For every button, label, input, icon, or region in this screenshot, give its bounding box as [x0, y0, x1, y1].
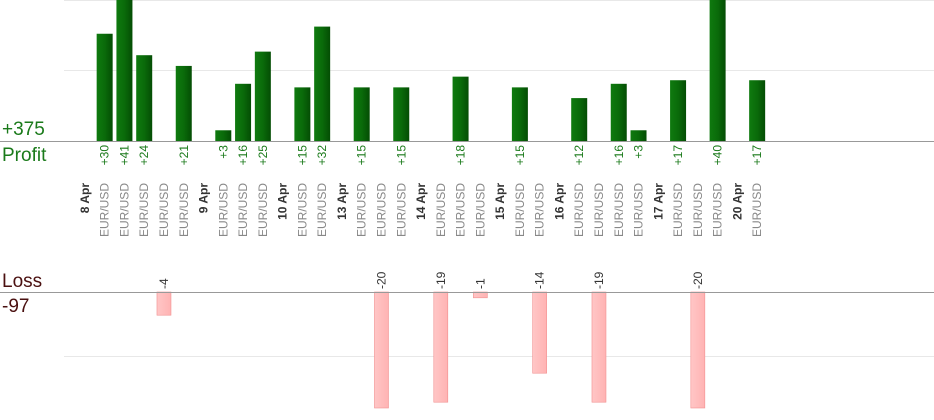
loss-value-label: -14	[533, 271, 547, 289]
profit-value-label: +16	[612, 145, 626, 166]
pair-label: EUR/USD	[513, 183, 527, 237]
profit-bar	[670, 80, 687, 141]
loss-value-label: -20	[374, 271, 388, 289]
profit-value-label: +15	[513, 145, 527, 166]
profit-bar	[709, 0, 726, 141]
date-label: 15 Apr	[493, 183, 507, 220]
pair-label: EUR/USD	[592, 183, 606, 237]
profit-value-label: +18	[454, 145, 468, 166]
profit-value-label: +17	[750, 145, 764, 166]
profit-value-label: +17	[671, 145, 685, 166]
pair-label: EUR/USD	[711, 183, 725, 237]
date-label: 17 Apr	[651, 183, 665, 220]
loss-value-label: -1	[473, 278, 487, 289]
pair-label: EUR/USD	[394, 183, 408, 237]
profit-bar	[610, 83, 627, 141]
profit-value-label: +25	[256, 145, 270, 166]
date-label: 16 Apr	[552, 183, 566, 220]
pair-label: EUR/USD	[374, 183, 388, 237]
profit-bar	[630, 130, 647, 141]
pair-label: EUR/USD	[98, 183, 112, 237]
profit-value-label: +21	[177, 145, 191, 166]
pair-label: EUR/USD	[572, 183, 586, 237]
loss-bar	[156, 291, 172, 316]
profit-value-label: +12	[572, 145, 586, 166]
profit-bar	[235, 83, 252, 141]
profit-value-label: +15	[295, 145, 309, 166]
profit-bar	[116, 0, 133, 141]
pair-label: EUR/USD	[612, 183, 626, 237]
date-label: 8 Apr	[78, 183, 92, 214]
date-label: 14 Apr	[414, 183, 428, 220]
pair-label: EUR/USD	[473, 183, 487, 237]
pair-label: EUR/USD	[671, 183, 685, 237]
pair-label: EUR/USD	[216, 183, 230, 237]
pair-label: EUR/USD	[256, 183, 270, 237]
loss-value-label: -20	[691, 271, 705, 289]
pair-label: EUR/USD	[533, 183, 547, 237]
profit-bar	[749, 80, 766, 141]
profit-bar	[96, 33, 113, 141]
profit-bar	[294, 87, 311, 141]
loss-value-label: -19	[592, 271, 606, 289]
profit-value-label: +32	[315, 145, 329, 166]
loss-bar	[374, 291, 389, 409]
pair-label: EUR/USD	[177, 183, 191, 237]
profit-value-label: +41	[117, 145, 131, 166]
pair-label: EUR/USD	[117, 183, 131, 237]
profit-bar	[353, 87, 370, 141]
pair-label: EUR/USD	[157, 183, 171, 237]
pair-label: EUR/USD	[691, 183, 705, 237]
profit-bar	[314, 26, 331, 142]
loss-value-label: -4	[157, 278, 171, 289]
profit-value-label: +15	[355, 145, 369, 166]
pair-label: EUR/USD	[137, 183, 151, 237]
profit-value-label: +24	[137, 145, 151, 166]
loss-bar	[433, 291, 449, 403]
date-label: 13 Apr	[335, 183, 349, 220]
profit-bar	[452, 76, 469, 141]
date-label: 10 Apr	[276, 183, 290, 220]
profit-bar	[215, 130, 232, 141]
loss-total: -97	[2, 296, 30, 317]
profit-bar	[175, 65, 192, 141]
profit-bar	[254, 51, 271, 141]
profit-label: Profit	[2, 145, 47, 166]
loss-bar	[690, 291, 706, 409]
pair-label: EUR/USD	[355, 183, 369, 237]
loss-bar	[532, 291, 547, 374]
profit-total: +375	[2, 119, 45, 140]
date-label: 20 Apr	[730, 183, 744, 220]
profit-value-label: +16	[236, 145, 250, 166]
profit-bar	[136, 55, 153, 142]
loss-bar	[591, 291, 607, 403]
date-label: 9 Apr	[197, 183, 211, 214]
loss-label: Loss	[2, 271, 43, 292]
pair-label: EUR/USD	[236, 183, 250, 237]
profit-value-label: +3	[216, 145, 230, 159]
profit-value-label: +40	[711, 145, 725, 166]
profit-bar	[393, 87, 410, 141]
profit-bar	[511, 87, 528, 141]
profit-value-label: +30	[98, 145, 112, 166]
pair-label: EUR/USD	[295, 183, 309, 237]
pair-label: EUR/USD	[434, 183, 448, 237]
loss-value-label: -19	[434, 271, 448, 289]
profit-value-label: +15	[394, 145, 408, 166]
profit-value-label: +3	[632, 145, 646, 159]
pair-label: EUR/USD	[315, 183, 329, 237]
pair-label: EUR/USD	[454, 183, 468, 237]
pair-label: EUR/USD	[750, 183, 764, 237]
profit-bar	[571, 98, 588, 141]
pair-label: EUR/USD	[632, 183, 646, 237]
